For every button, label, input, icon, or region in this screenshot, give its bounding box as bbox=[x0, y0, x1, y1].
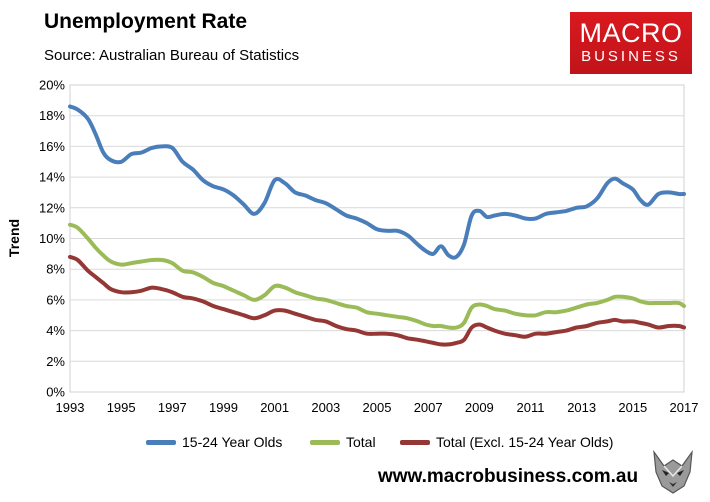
x-tick-labels: 1993 1995 1997 1999 2001 2003 2005 2007 2009 2011… bbox=[56, 400, 699, 415]
chart-source: Source: Australian Bureau of Statistics bbox=[44, 47, 300, 64]
y-tick-label: 20% bbox=[39, 78, 65, 93]
y-tick-label: 0% bbox=[46, 385, 65, 400]
y-axis-label: Trend bbox=[6, 219, 22, 257]
series-lines bbox=[68, 104, 686, 347]
x-tick-label: 2001 bbox=[260, 400, 289, 415]
legend-item-youth: 15-24 Year Olds bbox=[146, 432, 282, 452]
legend-swatch-excl bbox=[400, 439, 430, 445]
x-tick-label: 1993 bbox=[56, 400, 85, 415]
x-tick-label: 2013 bbox=[567, 400, 596, 415]
x-tick-label: 2009 bbox=[465, 400, 494, 415]
series-line-total bbox=[68, 222, 686, 330]
line-chart: 0%2%4%6%8%10%12%14%16%18%20% 1993 1995 199… bbox=[6, 78, 699, 416]
y-tick-label: 6% bbox=[46, 292, 65, 307]
legend-item-excl: Total (Excl. 15-24 Year Olds) bbox=[400, 432, 613, 452]
x-tick-label: 2007 bbox=[414, 400, 443, 415]
y-gridlines bbox=[70, 115, 684, 362]
legend-swatch-youth bbox=[146, 439, 176, 445]
series-line-excl bbox=[68, 254, 686, 347]
legend-swatch-total bbox=[310, 439, 340, 445]
x-tick-label: 2005 bbox=[363, 400, 392, 415]
y-tick-label: 12% bbox=[39, 200, 65, 215]
x-tick-label: 1997 bbox=[158, 400, 187, 415]
y-tick-label: 2% bbox=[46, 354, 65, 369]
x-tick-label: 2003 bbox=[311, 400, 340, 415]
y-tick-label: 18% bbox=[39, 108, 65, 123]
macrobusiness-logo: MACRO BUSINESS bbox=[570, 12, 692, 74]
x-tick-label: 1999 bbox=[209, 400, 238, 415]
y-tick-label: 16% bbox=[39, 139, 65, 154]
x-tick-label: 2011 bbox=[517, 400, 545, 415]
footer-url[interactable]: www.macrobusiness.com.au bbox=[378, 466, 639, 487]
legend-label-excl: Total (Excl. 15-24 Year Olds) bbox=[436, 434, 614, 450]
legend-item-total: Total bbox=[310, 432, 376, 452]
x-tick-label: 2015 bbox=[618, 400, 647, 415]
y-tick-label: 4% bbox=[46, 323, 65, 338]
legend-label-youth: 15-24 Year Olds bbox=[182, 434, 283, 450]
chart-title: Unemployment Rate bbox=[44, 10, 248, 33]
y-tick-label: 10% bbox=[39, 231, 65, 246]
x-tick-label: 1995 bbox=[107, 400, 136, 415]
y-tick-labels: 0% 2% 4% 6% 8% 10% 12% 14% 16% 18% 20% bbox=[39, 78, 65, 400]
legend-label-total: Total bbox=[346, 434, 376, 450]
logo-line-2: BUSINESS bbox=[581, 48, 681, 65]
wolf-logo-icon bbox=[648, 446, 698, 496]
y-tick-label: 8% bbox=[46, 262, 65, 277]
chart-legend: 15-24 Year Olds Total Total (Excl. 15-24… bbox=[0, 432, 710, 452]
x-tick-label: 2017 bbox=[670, 400, 699, 415]
logo-line-1: MACRO bbox=[579, 18, 683, 48]
y-tick-label: 14% bbox=[39, 170, 65, 185]
series-line-youth bbox=[68, 104, 686, 260]
